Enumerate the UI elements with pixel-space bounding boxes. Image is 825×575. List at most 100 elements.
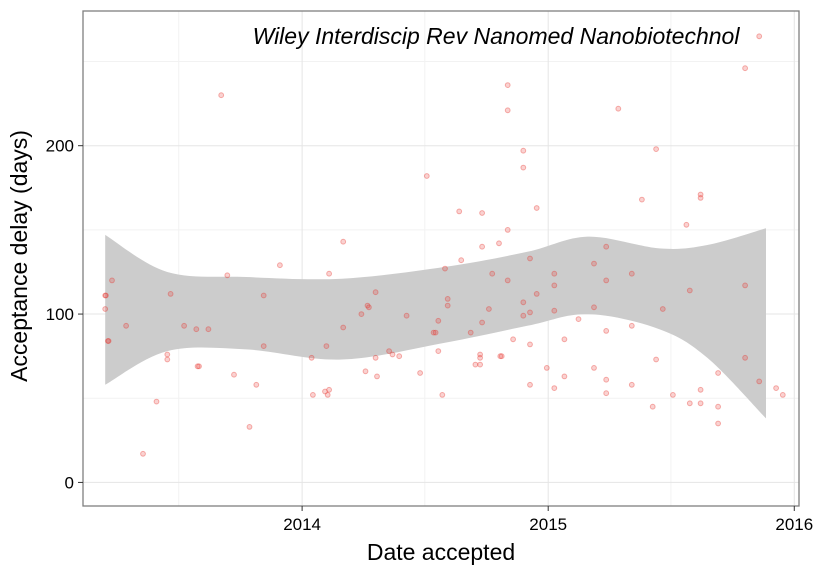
data-point bbox=[527, 309, 533, 316]
data-point bbox=[551, 307, 558, 314]
data-point bbox=[779, 392, 786, 398]
data-point bbox=[105, 338, 111, 344]
data-point bbox=[123, 322, 129, 329]
data-point bbox=[615, 105, 622, 112]
data-point bbox=[742, 354, 748, 361]
x-axis-title: Date accepted bbox=[367, 539, 515, 565]
data-point bbox=[670, 392, 676, 398]
data-point bbox=[310, 392, 316, 398]
data-point bbox=[109, 277, 115, 284]
data-point bbox=[340, 238, 347, 245]
panel-border bbox=[82, 10, 800, 507]
data-point bbox=[477, 351, 484, 358]
data-point bbox=[444, 296, 451, 302]
data-point bbox=[520, 147, 527, 154]
data-point bbox=[486, 306, 492, 312]
data-point bbox=[591, 260, 597, 267]
data-point bbox=[659, 306, 666, 312]
data-point bbox=[504, 227, 511, 233]
data-point bbox=[324, 392, 331, 398]
data-point bbox=[260, 343, 267, 350]
data-point bbox=[551, 270, 558, 277]
data-point bbox=[389, 351, 396, 358]
data-point bbox=[372, 354, 379, 361]
data-point bbox=[551, 385, 558, 392]
data-point bbox=[435, 317, 442, 324]
data-point bbox=[653, 146, 659, 153]
data-point bbox=[649, 403, 656, 410]
data-point bbox=[386, 348, 393, 355]
data-point bbox=[533, 205, 540, 211]
data-point bbox=[362, 368, 369, 375]
chart-title: Wiley Interdiscip Rev Nanomed Nanobiotec… bbox=[253, 23, 741, 49]
data-point bbox=[603, 328, 610, 334]
data-point bbox=[430, 329, 437, 336]
data-point bbox=[489, 270, 496, 277]
y-tick-label: 0 bbox=[65, 473, 74, 492]
data-point bbox=[358, 311, 365, 318]
data-point bbox=[417, 370, 424, 376]
data-point bbox=[103, 292, 109, 299]
data-point bbox=[277, 262, 283, 269]
data-point bbox=[591, 365, 597, 371]
data-point bbox=[742, 282, 748, 289]
data-point bbox=[260, 292, 267, 299]
data-point bbox=[520, 299, 527, 306]
data-point bbox=[639, 196, 645, 203]
data-point bbox=[697, 400, 704, 407]
data-point bbox=[697, 191, 704, 198]
data-point bbox=[773, 385, 779, 392]
data-point bbox=[527, 381, 533, 388]
data-point bbox=[686, 400, 693, 407]
data-point bbox=[472, 361, 479, 368]
data-point bbox=[479, 210, 486, 216]
data-point bbox=[181, 322, 188, 329]
data-point bbox=[628, 270, 635, 277]
data-point bbox=[403, 312, 410, 319]
confidence-ribbon bbox=[105, 228, 766, 419]
data-point bbox=[561, 373, 568, 380]
data-point bbox=[439, 392, 446, 398]
data-point bbox=[591, 304, 597, 311]
data-point bbox=[366, 304, 372, 311]
data-point bbox=[497, 353, 504, 360]
data-point bbox=[374, 373, 380, 380]
data-point bbox=[479, 243, 486, 250]
data-point bbox=[742, 65, 748, 72]
x-tick-label: 2014 bbox=[283, 515, 321, 534]
data-point bbox=[504, 107, 511, 114]
data-point bbox=[205, 326, 212, 333]
data-point bbox=[561, 336, 568, 343]
data-point bbox=[551, 282, 558, 289]
data-point bbox=[196, 363, 202, 370]
data-point bbox=[423, 173, 430, 179]
data-point bbox=[456, 208, 463, 215]
data-point bbox=[496, 240, 502, 247]
data-point bbox=[102, 292, 109, 299]
data-point bbox=[432, 329, 439, 336]
data-point bbox=[323, 343, 330, 350]
data-point bbox=[520, 164, 527, 171]
data-point bbox=[575, 316, 582, 323]
data-point bbox=[653, 356, 659, 363]
data-point bbox=[167, 291, 174, 297]
data-point bbox=[364, 302, 371, 309]
data-point bbox=[164, 356, 171, 363]
data-point bbox=[467, 329, 474, 336]
data-point bbox=[458, 257, 465, 264]
data-point bbox=[372, 289, 379, 296]
data-point bbox=[628, 381, 635, 388]
data-point bbox=[697, 195, 704, 201]
data-point bbox=[520, 312, 527, 319]
data-point bbox=[715, 403, 721, 410]
data-point bbox=[533, 291, 540, 297]
data-point bbox=[164, 351, 171, 358]
x-tick-label: 2015 bbox=[529, 515, 567, 534]
data-point bbox=[477, 354, 484, 361]
data-point bbox=[308, 354, 315, 361]
data-point bbox=[340, 324, 347, 331]
data-point bbox=[479, 319, 486, 326]
data-point bbox=[527, 341, 533, 348]
data-point bbox=[140, 450, 146, 457]
data-point bbox=[105, 338, 112, 344]
